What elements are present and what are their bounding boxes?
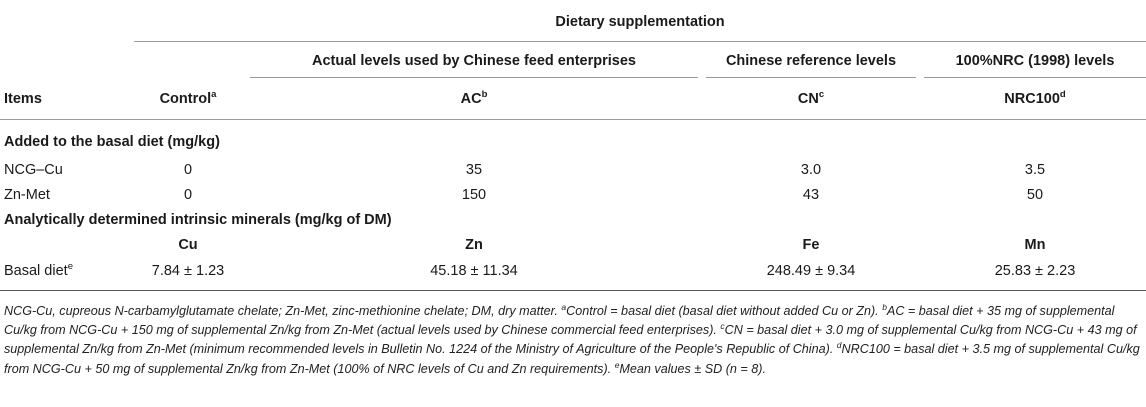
table-bottom-rule [0, 290, 1146, 291]
table-footnote: NCG-Cu, cupreous N-carbamylglutamate che… [4, 302, 1140, 376]
header-divider-bottom [0, 119, 1146, 120]
section-added-title: Added to the basal diet (mg/kg) [4, 134, 220, 150]
cell-basal-mn: 25.83 ± 2.23 [994, 263, 1076, 279]
row-label-basal-diet: Basal diete [4, 261, 73, 279]
header-divider-top [134, 41, 1146, 42]
footnote-e: Mean values ± SD (n = 8). [619, 361, 766, 376]
footnote-d: NRC100 = basal diet + 3.5 mg of suppleme… [4, 342, 1140, 376]
cell-ncg-cu-ac: 35 [465, 162, 483, 178]
group-divider-nrc [924, 77, 1146, 78]
group-divider-actual [250, 77, 698, 78]
section-analytical-title: Analytically determined intrinsic minera… [4, 212, 392, 228]
group-header-actual: Actual levels used by Chinese feed enter… [312, 53, 636, 69]
cn-column-header: CNc [797, 89, 825, 107]
footnote-b: AC = basal diet + 35 mg of supplemental … [4, 304, 1115, 338]
group-header-chinese: Chinese reference levels [725, 53, 897, 69]
cell-zn-met-ac: 150 [461, 187, 487, 203]
cell-ncg-cu-nrc100: 3.5 [1024, 162, 1046, 178]
cell-basal-cu: 7.84 ± 1.23 [151, 263, 225, 279]
items-column-header: Items [4, 91, 42, 107]
mineral-header-cu: Cu [178, 237, 198, 253]
mineral-header-fe: Fe [802, 237, 820, 253]
mineral-header-zn: Zn [465, 237, 483, 253]
cell-basal-fe: 248.49 ± 9.34 [766, 263, 856, 279]
control-column-header: Controla [159, 89, 217, 107]
row-label-zn-met: Zn-Met [4, 187, 50, 203]
group-header-nrc: 100%NRC (1998) levels [955, 53, 1115, 69]
cell-ncg-cu-control: 0 [183, 162, 193, 178]
cell-ncg-cu-cn: 3.0 [800, 162, 822, 178]
footnote-a: Control = basal diet (basal diet without… [566, 304, 879, 318]
group-divider-chinese [706, 77, 916, 78]
row-label-ncg-cu: NCG–Cu [4, 162, 63, 178]
dietary-supplementation-header: Dietary supplementation [555, 14, 725, 30]
footnote-c: CN = basal diet + 3.0 mg of supplemental… [4, 323, 1137, 357]
mineral-header-mn: Mn [1024, 237, 1046, 253]
cell-zn-met-cn: 43 [802, 187, 820, 203]
footnote-abbreviations: NCG-Cu, cupreous N-carbamylglutamate che… [4, 304, 558, 318]
cell-zn-met-nrc100: 50 [1026, 187, 1044, 203]
nrc100-column-header: NRC100d [1004, 89, 1066, 107]
cell-basal-zn: 45.18 ± 11.34 [430, 263, 518, 279]
cell-zn-met-control: 0 [183, 187, 193, 203]
ac-column-header: ACb [460, 89, 488, 107]
